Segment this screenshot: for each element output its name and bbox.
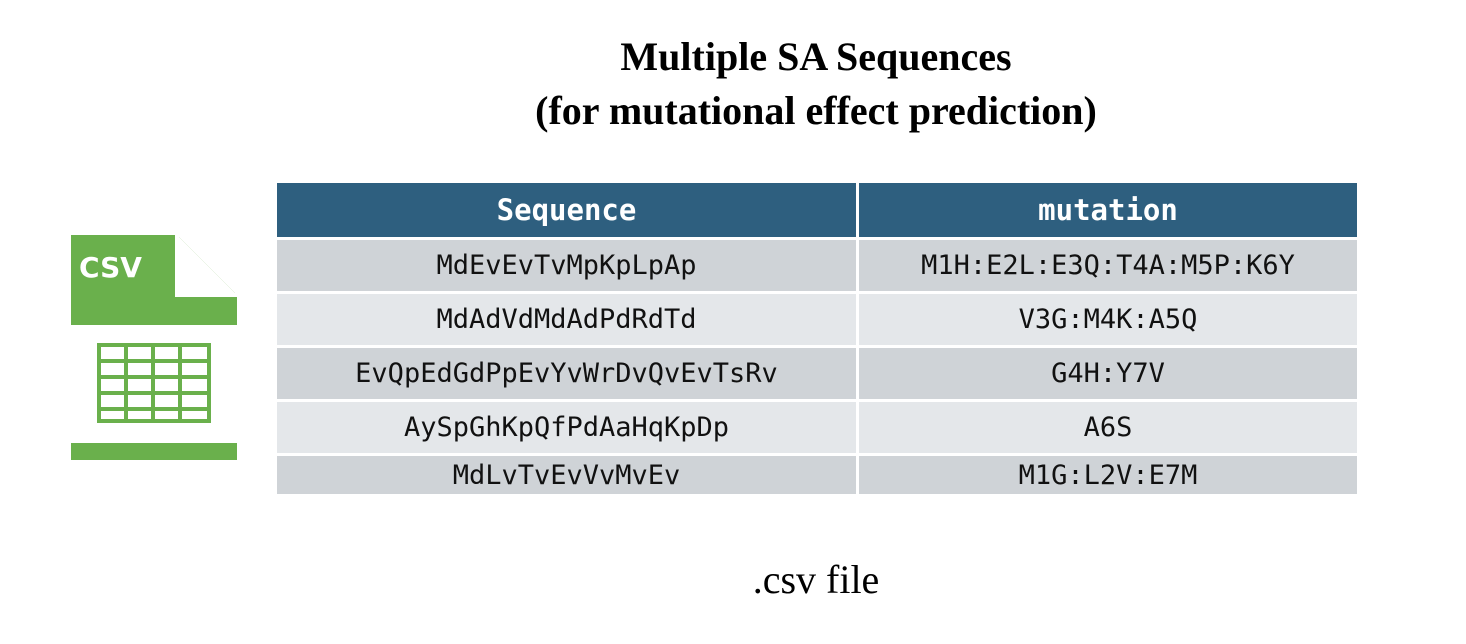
sequence-cell: MdAdVdMdAdPdRdTd [277, 294, 859, 348]
sequence-cell: MdLvTvEvVvMvEv [277, 456, 859, 494]
csv-file-fold [177, 235, 237, 295]
table-row: MdEvEvTvMpKpLpAp M1H:E2L:E3Q:T4A:M5P:K6Y [277, 240, 1357, 294]
mutation-cell: M1H:E2L:E3Q:T4A:M5P:K6Y [859, 240, 1357, 294]
table-row: AySpGhKpQfPdAaHqKpDp A6S [277, 402, 1357, 456]
mutation-cell: A6S [859, 402, 1357, 456]
file-caption: .csv file [752, 557, 880, 602]
csv-file-label: CSV [79, 251, 142, 284]
title-line-1: Multiple SA Sequences [620, 34, 1012, 79]
title-line-2: (for mutational effect prediction) [535, 88, 1097, 133]
csv-file-icon: CSV [71, 235, 237, 460]
sequence-cell: EvQpEdGdPpEvYvWrDvQvEvTsRv [277, 348, 859, 402]
table-row: MdAdVdMdAdPdRdTd V3G:M4K:A5Q [277, 294, 1357, 348]
csv-grid-icon [97, 343, 211, 423]
header-mutation: mutation [859, 183, 1357, 240]
csv-file-fold-shade [175, 235, 237, 297]
table-row: EvQpEdGdPpEvYvWrDvQvEvTsRv G4H:Y7V [277, 348, 1357, 402]
sequence-table: Sequence mutation MdEvEvTvMpKpLpAp M1H:E… [277, 183, 1357, 494]
sequence-cell: MdEvEvTvMpKpLpAp [277, 240, 859, 294]
diagram-title: Multiple SA Sequences (for mutational ef… [416, 30, 1216, 138]
table-row: MdLvTvEvVvMvEv M1G:L2V:E7M [277, 456, 1357, 494]
mutation-cell: G4H:Y7V [859, 348, 1357, 402]
header-sequence: Sequence [277, 183, 859, 240]
sequence-cell: AySpGhKpQfPdAaHqKpDp [277, 402, 859, 456]
table-header-row: Sequence mutation [277, 183, 1357, 240]
mutation-cell: V3G:M4K:A5Q [859, 294, 1357, 348]
mutation-cell: M1G:L2V:E7M [859, 456, 1357, 494]
